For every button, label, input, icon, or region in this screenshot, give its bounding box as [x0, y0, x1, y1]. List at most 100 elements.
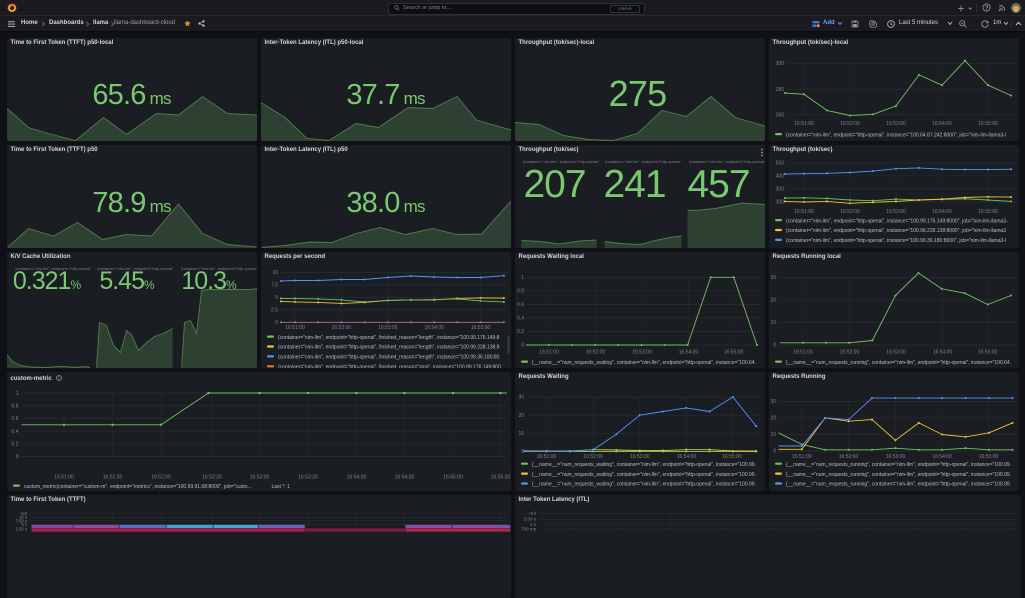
svg-text:300: 300 — [775, 186, 784, 192]
svg-text:16:54:00: 16:54:00 — [932, 121, 952, 127]
svg-text:16:52:00: 16:52:00 — [840, 121, 860, 127]
svg-text:300: 300 — [775, 61, 784, 67]
svg-text:7.5: 7.5 — [271, 282, 278, 288]
svg-text:16:55:00: 16:55:00 — [978, 454, 998, 460]
svg-text:{__name__="num_requests_runnin: {__name__="num_requests_running", contai… — [786, 481, 1011, 487]
svg-text:(container="nim-llm", endpoint: (container="nim-llm", endpoint="http-ope… — [278, 364, 501, 368]
svg-text:(container="nim-llm", endpoint: (container="nim-llm", endpoint="http-ope… — [786, 218, 1008, 224]
svg-text:750 ms: 750 ms — [520, 526, 536, 531]
svg-text:16:51:00: 16:51:00 — [539, 349, 559, 355]
svg-text:16:53:00: 16:53:00 — [632, 349, 652, 355]
svg-text:0.4: 0.4 — [11, 428, 18, 434]
svg-text:16:51:00: 16:51:00 — [285, 325, 305, 331]
svg-text:20: 20 — [770, 297, 776, 303]
svg-text:16:54:00: 16:54:00 — [678, 349, 698, 355]
svg-text:(container="nim-llm", endpoint: (container="nim-llm", endpoint="http-ope… — [278, 344, 500, 350]
svg-text:16:53:30: 16:53:30 — [298, 474, 318, 480]
svg-text:16:54:00: 16:54:00 — [346, 474, 366, 480]
svg-text:260: 260 — [775, 112, 784, 118]
svg-text:16:53:00: 16:53:00 — [378, 325, 398, 331]
svg-text:0.4: 0.4 — [517, 315, 524, 321]
svg-text:16:51:00: 16:51:00 — [792, 454, 812, 460]
svg-text:20: 20 — [518, 412, 524, 418]
svg-text:200: 200 — [775, 199, 784, 205]
svg-text:500: 500 — [775, 160, 784, 166]
svg-text:{__name__="num_requests_waitin: {__name__="num_requests_waiting", contai… — [532, 471, 756, 477]
svg-text:10: 10 — [272, 270, 278, 276]
svg-text:0.8: 0.8 — [11, 403, 18, 409]
svg-text:2.50 s: 2.50 s — [15, 526, 26, 531]
svg-text:(container="nim-llm", endpoint: (container="nim-llm", endpoint="http-ope… — [786, 238, 1006, 244]
svg-text:16:55:00: 16:55:00 — [722, 454, 742, 460]
svg-text:16:52:00: 16:52:00 — [151, 474, 171, 480]
svg-text:16:51:00: 16:51:00 — [793, 349, 813, 355]
svg-text:10: 10 — [518, 431, 524, 437]
svg-text:{__name__="num_requests_waitin: {__name__="num_requests_waiting", contai… — [532, 481, 756, 487]
svg-text:16:55:00: 16:55:00 — [723, 349, 743, 355]
svg-text:16:54:00: 16:54:00 — [932, 349, 952, 355]
svg-text:+Inf: +Inf — [19, 511, 27, 516]
svg-text:0.6: 0.6 — [11, 416, 18, 422]
svg-text:30: 30 — [770, 275, 776, 281]
svg-text:2.50 s: 2.50 s — [523, 516, 536, 521]
svg-text:0.2: 0.2 — [11, 441, 18, 447]
svg-text:0.2: 0.2 — [517, 329, 524, 335]
svg-text:custom_metric{container="custo: custom_metric{container="custom-m", endp… — [24, 483, 252, 489]
svg-text:30: 30 — [518, 394, 524, 400]
svg-text:16:55:00: 16:55:00 — [978, 209, 998, 215]
svg-text:10: 10 — [770, 432, 776, 438]
svg-text:0: 0 — [275, 320, 278, 326]
svg-text:20: 20 — [770, 415, 776, 421]
svg-text:16:55:00: 16:55:00 — [978, 121, 998, 127]
svg-text:{__name__="num_requests_runnin: {__name__="num_requests_running", contai… — [786, 461, 1011, 467]
svg-text:16:51:30: 16:51:30 — [102, 474, 122, 480]
svg-text:16:52:00: 16:52:00 — [840, 209, 860, 215]
svg-text:0: 0 — [15, 454, 18, 460]
svg-text:{__name__="num_requests_runnin: {__name__="num_requests_running", contai… — [786, 359, 1011, 365]
svg-text:16:53:00: 16:53:00 — [885, 454, 905, 460]
svg-text:16:55:00: 16:55:00 — [443, 474, 463, 480]
svg-text:16:52:00: 16:52:00 — [838, 454, 858, 460]
svg-text:16:53:00: 16:53:00 — [630, 454, 650, 460]
svg-text:16:51:00: 16:51:00 — [794, 121, 814, 127]
svg-text:0.8: 0.8 — [517, 288, 524, 294]
svg-text:5 s: 5 s — [21, 521, 27, 526]
svg-text:+Inf: +Inf — [528, 510, 537, 515]
svg-text:(container="nim-llm", endpoint: (container="nim-llm", endpoint="http-ope… — [786, 132, 1006, 138]
svg-text:1: 1 — [521, 275, 524, 281]
svg-text:16:55:30: 16:55:30 — [490, 474, 510, 480]
svg-text:16:51:00: 16:51:00 — [54, 474, 74, 480]
svg-text:16:52:30: 16:52:30 — [202, 474, 222, 480]
svg-text:5: 5 — [275, 295, 278, 301]
svg-text:1 s: 1 s — [529, 522, 536, 527]
svg-text:1: 1 — [15, 390, 18, 396]
svg-text:16:52:00: 16:52:00 — [331, 325, 351, 331]
svg-text:16:53:00: 16:53:00 — [886, 209, 906, 215]
svg-text:10: 10 — [770, 320, 776, 326]
svg-text:0: 0 — [521, 449, 524, 455]
svg-text:{__name__="num_requests_waitin: {__name__="num_requests_waiting", contai… — [532, 461, 756, 467]
svg-text:(container="nim-llm", endpoint: (container="nim-llm", endpoint="http-ope… — [786, 228, 1006, 234]
svg-text:2.5: 2.5 — [271, 307, 278, 313]
svg-text:16:53:00: 16:53:00 — [886, 349, 906, 355]
svg-text:16:54:30: 16:54:30 — [394, 474, 414, 480]
svg-text:16:52:00: 16:52:00 — [583, 454, 603, 460]
svg-text:16:52:00: 16:52:00 — [839, 349, 859, 355]
svg-text:0: 0 — [773, 342, 776, 348]
svg-text:16:52:00: 16:52:00 — [585, 349, 605, 355]
svg-text:{__name__="num_requests_runnin: {__name__="num_requests_running", contai… — [786, 471, 1011, 477]
svg-text:30: 30 — [770, 399, 776, 405]
svg-text:16:54:00: 16:54:00 — [676, 454, 696, 460]
svg-text:280: 280 — [775, 86, 784, 92]
svg-text:16:55:00: 16:55:00 — [977, 349, 997, 355]
svg-text:16:54:00: 16:54:00 — [424, 325, 444, 331]
svg-text:10 s: 10 s — [19, 514, 27, 519]
svg-text:16:51:00: 16:51:00 — [536, 454, 556, 460]
svg-text:16:54:00: 16:54:00 — [932, 209, 952, 215]
svg-text:0: 0 — [521, 342, 524, 348]
svg-text:(container="nim-llm", endpoint: (container="nim-llm", endpoint="http-ope… — [278, 334, 500, 340]
svg-text:7.50 s: 7.50 s — [15, 518, 26, 523]
svg-text:{__name__="num_requests_waitin: {__name__="num_requests_waiting", contai… — [532, 359, 756, 365]
svg-text:16:53:00: 16:53:00 — [886, 121, 906, 127]
svg-text:16:55:00: 16:55:00 — [470, 325, 490, 331]
